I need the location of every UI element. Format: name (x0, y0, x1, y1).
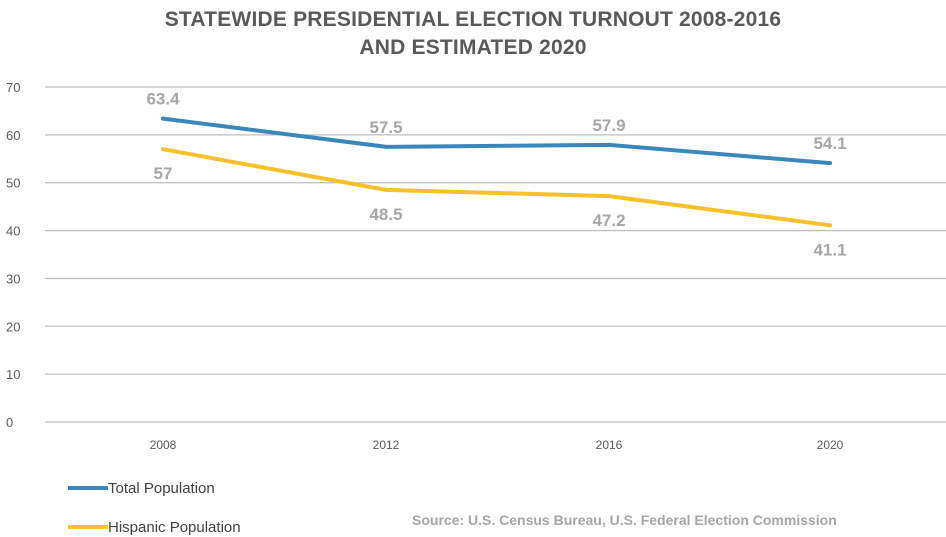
y-tick-label: 20 (6, 319, 20, 334)
series-line-0 (161, 116, 832, 166)
x-tick-label: 2020 (817, 438, 844, 452)
data-point (607, 142, 611, 147)
x-axis-tick-labels: 2008 2012 2016 2020 (150, 438, 844, 452)
series-lines (161, 116, 832, 228)
data-label: 57.9 (592, 116, 625, 135)
series-line-1 (161, 147, 832, 228)
x-tick-label: 2008 (150, 438, 177, 452)
y-tick-label: 60 (6, 128, 20, 143)
legend-item-hispanic: Hispanic Population (68, 517, 241, 537)
data-label: 57.5 (369, 118, 402, 137)
legend-label-hispanic: Hispanic Population (108, 518, 241, 536)
legend-swatch-hispanic (68, 525, 108, 529)
y-tick-label: 40 (6, 224, 20, 239)
data-label: 57 (154, 164, 173, 183)
legend-label-total: Total Population (108, 479, 215, 497)
y-axis-tick-labels: 0 10 20 30 40 50 60 70 (6, 80, 20, 430)
data-label: 41.1 (813, 240, 846, 259)
x-tick-label: 2012 (373, 438, 400, 452)
data-label: 47.2 (592, 211, 625, 230)
data-labels: 63.4 57.5 57.9 54.1 57 48.5 47.2 41.1 (146, 90, 846, 260)
y-tick-label: 10 (6, 367, 20, 382)
data-point (161, 116, 165, 121)
data-label: 63.4 (146, 90, 180, 109)
legend-item-total: Total Population (68, 478, 215, 498)
y-tick-label: 70 (6, 80, 20, 95)
source-note: Source: U.S. Census Bureau, U.S. Federal… (412, 512, 837, 528)
y-tick-label: 0 (6, 415, 13, 430)
chart-title-line-1: STATEWIDE PRESIDENTIAL ELECTION TURNOUT … (164, 8, 782, 31)
data-point (161, 147, 165, 152)
data-label: 48.5 (369, 205, 402, 224)
x-tick-label: 2016 (596, 438, 623, 452)
gridlines (45, 86, 946, 423)
data-point (384, 144, 388, 149)
data-point (828, 161, 832, 166)
y-tick-label: 30 (6, 271, 20, 286)
data-point (828, 223, 832, 228)
chart-title-line-2: AND ESTIMATED 2020 (359, 36, 587, 59)
data-label: 54.1 (813, 134, 846, 153)
y-tick-label: 50 (6, 176, 20, 191)
legend-swatch-total (68, 486, 108, 490)
data-point (384, 187, 388, 192)
data-point (607, 194, 611, 199)
chart-title: STATEWIDE PRESIDENTIAL ELECTION TURNOUT … (0, 6, 946, 62)
